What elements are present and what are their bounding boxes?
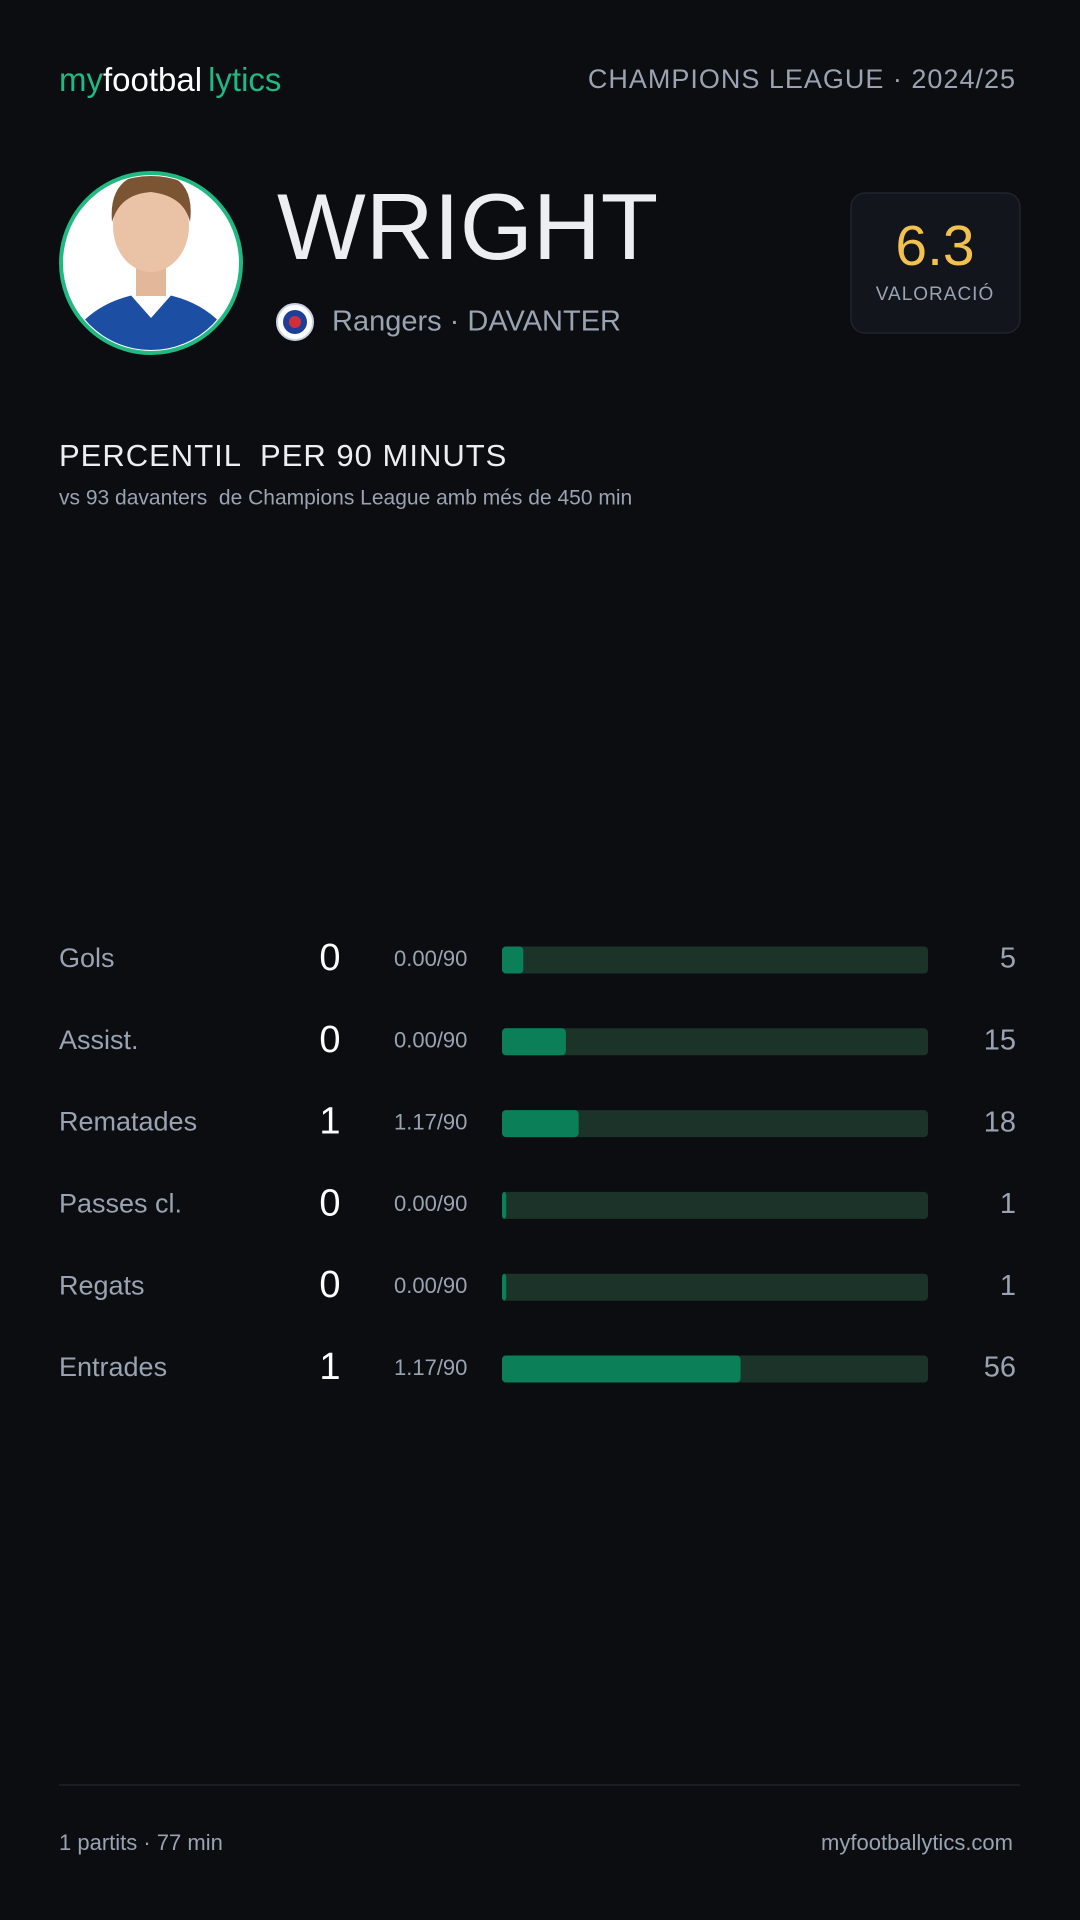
stat-per90: 0.00/90 [394,1273,467,1298]
bar-track [502,1273,928,1301]
logo-part: lytics [208,61,281,98]
bar-track [502,946,928,974]
stat-value: 1 [319,1101,340,1143]
logo-part: footbal [103,61,202,98]
avatar [59,171,243,355]
logo-part: my [59,61,103,98]
percentile-label: 1 [1000,1270,1016,1302]
stat-value: 0 [319,1019,340,1061]
stat-label: Regats [59,1270,145,1300]
club-badge [276,303,314,341]
stat-label: Passes cl. [59,1189,182,1219]
stat-label: Rematades [59,1107,197,1137]
club-line: Rangers · DAVANTER [332,306,621,338]
stat-label: Entrades [59,1352,167,1382]
percentile-label: 1 [1000,1188,1016,1220]
percentile-bar [502,1273,507,1301]
percentile-label: 5 [1000,943,1016,975]
player-name: WRIGHT [277,174,658,279]
percentile-label: 15 [984,1024,1016,1056]
stats-rows: Gols 0 0.00/90 5 Assist. 0 0.00/90 15 Rematades 1… [59,937,1016,1388]
percentile-bar [502,1028,566,1056]
rating-label: VALORACIÓ [876,283,994,305]
competition: CHAMPIONS LEAGUE · 2024/25 [588,64,1016,94]
footer-left: 1 partits · 77 min [59,1830,223,1855]
percentile-bar [502,946,524,974]
stat-label: Assist. [59,1025,139,1055]
percentile-bar [502,1355,741,1383]
bar-track [502,1191,928,1219]
stat-per90: 0.00/90 [394,1191,467,1216]
bar-track [502,1028,928,1056]
stat-value: 0 [319,1182,340,1224]
rating-value: 6.3 [895,214,974,278]
stat-per90: 0.00/90 [394,1028,467,1053]
percentile-bar [502,1191,507,1219]
stat-per90: 1.17/90 [394,1355,467,1380]
section-subtitle: vs 93 davanters de Champions League amb … [59,487,632,510]
percentile-bar [502,1110,579,1138]
percentile-label: 18 [984,1106,1016,1138]
stat-per90: 1.17/90 [394,1109,467,1134]
stat-value: 1 [319,1346,340,1388]
logo: myfootbal lytics [59,61,281,98]
stat-value: 0 [319,1264,340,1306]
stat-label: Gols [59,943,115,973]
stat-per90: 0.00/90 [394,946,467,971]
bar-track [502,1110,928,1138]
stat-value: 0 [319,937,340,979]
footer-right: myfootballytics.com [821,1830,1013,1855]
section-title: PERCENTIL PER 90 MINUTS [59,438,507,473]
rating-box [850,192,1021,334]
percentile-label: 56 [984,1352,1016,1384]
